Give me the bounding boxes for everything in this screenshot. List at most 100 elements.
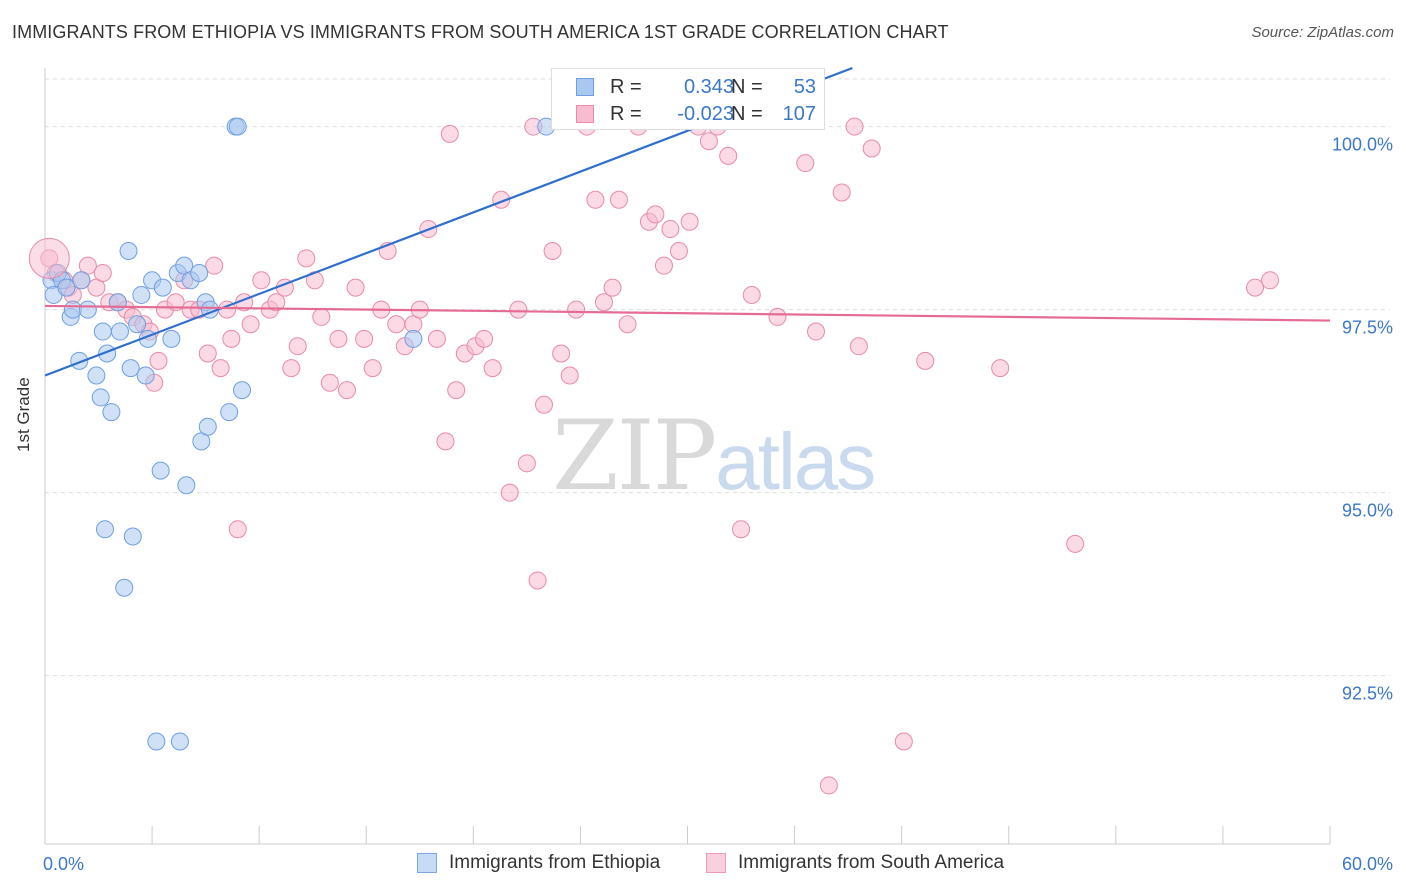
point-south-america — [329, 329, 348, 348]
point-ethiopia — [121, 359, 140, 378]
legend-n-value: 107 — [782, 103, 816, 125]
point-ethiopia — [170, 732, 189, 751]
legend-swatch-ethiopia — [576, 78, 594, 96]
point-ethiopia — [132, 285, 151, 304]
correlation-legend: R = 0.343 N = 53 R = -0.023 N = 107 — [551, 68, 825, 130]
y-tick-label: 97.5% — [1342, 318, 1393, 338]
point-south-america — [475, 329, 494, 348]
legend-r-label: R = — [610, 103, 642, 125]
legend-r-value: -0.023 — [677, 103, 734, 125]
point-ethiopia — [123, 527, 142, 546]
point-south-america — [594, 293, 613, 312]
point-ethiopia — [233, 381, 252, 400]
point-ethiopia — [115, 578, 134, 597]
trendline-south-america — [44, 304, 1331, 322]
point-south-america — [228, 520, 247, 539]
point-south-america — [603, 278, 622, 297]
legend-n-value: 53 — [793, 76, 816, 98]
point-south-america — [1066, 534, 1085, 553]
point-south-america — [93, 263, 112, 282]
y-axis-title: 1st Grade — [14, 377, 33, 452]
y-tick-label: 92.5% — [1342, 684, 1393, 704]
point-south-america — [1261, 271, 1280, 290]
point-south-america — [205, 256, 224, 275]
point-ethiopia — [228, 117, 247, 136]
point-south-america — [363, 359, 382, 378]
point-south-america — [535, 395, 554, 414]
point-south-america — [282, 359, 301, 378]
point-south-america — [447, 381, 466, 400]
point-south-america — [1246, 278, 1265, 297]
point-south-america — [796, 154, 815, 173]
legend-swatch-south-america — [576, 105, 594, 123]
point-south-america — [552, 344, 571, 363]
point-south-america — [149, 351, 168, 370]
point-south-america — [609, 190, 628, 209]
point-ethiopia — [220, 403, 239, 422]
point-south-america — [543, 242, 562, 261]
bottom-legend-swatch-south-america — [706, 853, 726, 873]
point-ethiopia — [63, 300, 82, 319]
source-label: Source: ZipAtlas.com — [1251, 24, 1394, 41]
point-south-america — [500, 483, 519, 502]
point-south-america — [732, 520, 751, 539]
watermark: ZIPatlas — [552, 400, 876, 512]
point-south-america — [916, 351, 935, 370]
chart-title: IMMIGRANTS FROM ETHIOPIA VS IMMIGRANTS F… — [12, 22, 949, 42]
point-south-america — [991, 359, 1010, 378]
point-south-america — [346, 278, 365, 297]
point-south-america-cluster — [28, 237, 70, 279]
watermark-zip: ZIP — [552, 400, 717, 512]
point-ethiopia — [198, 417, 217, 436]
point-ethiopia — [119, 242, 138, 261]
point-south-america — [646, 205, 665, 224]
point-south-america — [288, 337, 307, 356]
point-south-america — [312, 307, 331, 326]
point-south-america — [337, 381, 356, 400]
point-ethiopia — [147, 732, 166, 751]
point-ethiopia — [151, 461, 170, 480]
point-south-america — [807, 322, 825, 341]
point-south-america — [849, 337, 868, 356]
point-south-america — [654, 256, 673, 275]
point-ethiopia — [136, 366, 155, 385]
point-ethiopia — [87, 366, 106, 385]
point-ethiopia — [102, 403, 121, 422]
point-south-america — [427, 329, 446, 348]
point-ethiopia — [190, 263, 209, 282]
point-ethiopia — [162, 329, 181, 348]
point-south-america — [252, 271, 271, 290]
y-tick-label: 95.0% — [1342, 501, 1393, 521]
point-ethiopia — [128, 315, 147, 334]
x-tick-label: 0.0% — [43, 854, 84, 874]
legend-n-label: N = — [731, 103, 763, 125]
watermark-atlas: atlas — [715, 417, 876, 506]
point-south-america — [768, 307, 787, 326]
point-south-america — [483, 359, 502, 378]
point-south-america — [586, 190, 605, 209]
point-south-america — [528, 571, 547, 590]
point-south-america — [198, 344, 217, 363]
point-south-america — [436, 432, 455, 451]
point-south-america — [297, 249, 316, 268]
point-ethiopia — [110, 322, 129, 341]
point-south-america — [440, 124, 459, 143]
point-ethiopia — [404, 329, 423, 348]
point-south-america — [267, 293, 286, 312]
point-south-america — [241, 315, 260, 334]
point-south-america — [618, 315, 637, 334]
point-south-america — [894, 732, 913, 751]
bottom-legend-label-south-america: Immigrants from South America — [738, 852, 1005, 873]
point-ethiopia — [78, 300, 97, 319]
point-ethiopia — [57, 278, 76, 297]
point-ethiopia — [108, 293, 127, 312]
x-tick-label: 60.0% — [1342, 854, 1393, 874]
bottom-legend-label-ethiopia: Immigrants from Ethiopia — [449, 852, 661, 873]
point-south-america — [320, 373, 339, 392]
point-ethiopia — [93, 322, 112, 341]
point-south-america — [567, 300, 586, 319]
point-south-america — [517, 454, 536, 473]
point-south-america — [742, 285, 761, 304]
y-tick-label: 100.0% — [1332, 135, 1393, 155]
